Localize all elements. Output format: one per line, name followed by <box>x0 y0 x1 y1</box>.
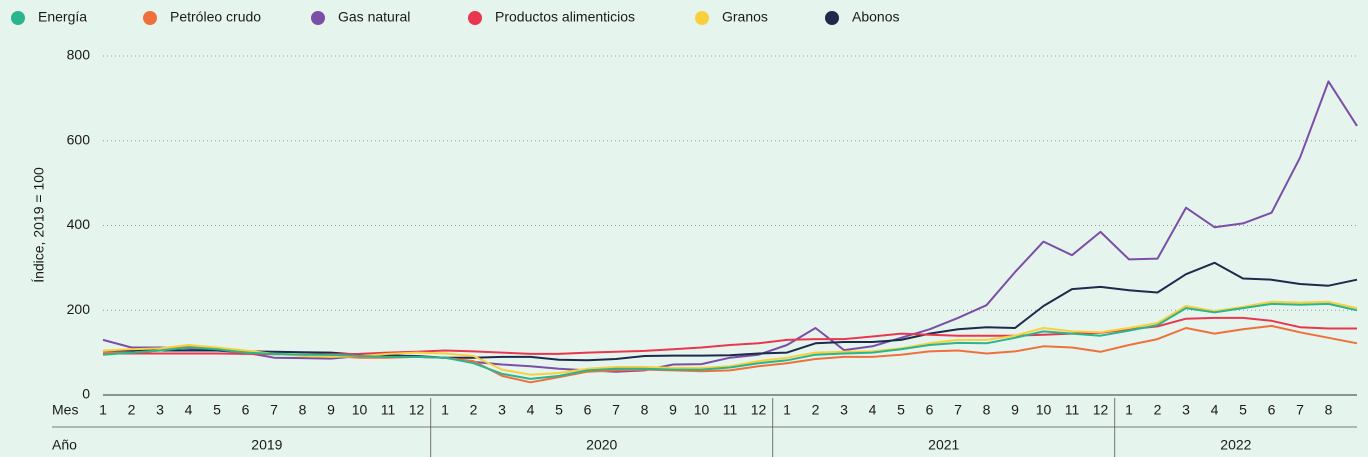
x-tick-label: 1 <box>1125 402 1133 418</box>
legend-marker <box>143 11 157 25</box>
x-tick-label: 11 <box>381 402 396 418</box>
x-tick-label: 8 <box>983 402 991 418</box>
legend-marker <box>311 11 325 25</box>
x-tick-label: 3 <box>498 402 506 418</box>
x-tick-label: 6 <box>1268 402 1276 418</box>
x-tick-label: 11 <box>1065 402 1080 418</box>
x-tick-label: 7 <box>612 402 620 418</box>
x-tick-label: 11 <box>723 402 738 418</box>
x-tick-label: 3 <box>156 402 164 418</box>
legend-label: Abonos <box>852 9 899 25</box>
x-tick-label: 3 <box>1182 402 1190 418</box>
x-tick-label: 1 <box>783 402 791 418</box>
x-tick-label: 2 <box>812 402 820 418</box>
series-line <box>102 80 1358 373</box>
x-group-label: 2022 <box>1220 437 1251 453</box>
x-tick-label: 8 <box>641 402 649 418</box>
x-tick-label: 4 <box>869 402 877 418</box>
x-tick-label: 1 <box>99 402 107 418</box>
x-tick-label: 9 <box>669 402 677 418</box>
x-tick-label: 7 <box>954 402 962 418</box>
legend-label: Gas natural <box>338 9 410 25</box>
legend-marker <box>695 11 709 25</box>
legend-label: Petróleo crudo <box>170 9 261 25</box>
x-tick-label: 4 <box>527 402 535 418</box>
x-tick-label: 2 <box>128 402 136 418</box>
legend-marker <box>468 11 482 25</box>
legend-marker <box>825 11 839 25</box>
x-tick-label: 12 <box>1093 402 1109 418</box>
x-group-label: 2019 <box>251 437 282 453</box>
y-tick-label: 800 <box>67 47 91 63</box>
x-tick-label: 5 <box>555 402 563 418</box>
x-tick-label: 3 <box>840 402 848 418</box>
y-tick-label: 0 <box>82 386 90 402</box>
y-tick-label: 200 <box>67 301 91 317</box>
x-tick-label: 5 <box>897 402 905 418</box>
x-row-label: Año <box>52 437 77 453</box>
x-tick-label: 4 <box>1211 402 1219 418</box>
x-tick-label: 5 <box>1239 402 1247 418</box>
x-tick-label: 8 <box>1325 402 1333 418</box>
x-group-label: 2021 <box>928 437 959 453</box>
x-group-label: 2020 <box>586 437 617 453</box>
y-tick-label: 400 <box>67 216 91 232</box>
x-tick-label: 12 <box>409 402 425 418</box>
legend-label: Granos <box>722 9 768 25</box>
x-tick-label: 9 <box>1011 402 1019 418</box>
x-tick-label: 10 <box>1036 402 1052 418</box>
series-line <box>103 261 1358 362</box>
legend-label: Productos alimenticios <box>495 9 635 25</box>
x-tick-label: 2 <box>1154 402 1162 418</box>
x-tick-label: 4 <box>185 402 193 418</box>
x-tick-label: 12 <box>751 402 767 418</box>
x-tick-label: 9 <box>327 402 335 418</box>
series-line <box>102 300 1358 376</box>
x-tick-label: 6 <box>926 402 934 418</box>
x-tick-label: 7 <box>1296 402 1304 418</box>
x-tick-label: 10 <box>694 402 710 418</box>
x-tick-label: 2 <box>470 402 478 418</box>
x-tick-label: 5 <box>213 402 221 418</box>
x-tick-label: 1 <box>441 402 449 418</box>
x-tick-label: 6 <box>584 402 592 418</box>
legend-label: Energía <box>38 9 87 25</box>
series-line <box>102 302 1358 380</box>
x-row-label: Mes <box>52 402 78 418</box>
x-tick-label: 6 <box>242 402 250 418</box>
x-tick-label: 7 <box>270 402 278 418</box>
y-axis-label: Índice, 2019 = 100 <box>31 167 47 283</box>
x-tick-label: 10 <box>352 402 368 418</box>
x-tick-label: 8 <box>299 402 307 418</box>
y-tick-label: 600 <box>67 131 91 147</box>
legend-marker <box>11 11 25 25</box>
